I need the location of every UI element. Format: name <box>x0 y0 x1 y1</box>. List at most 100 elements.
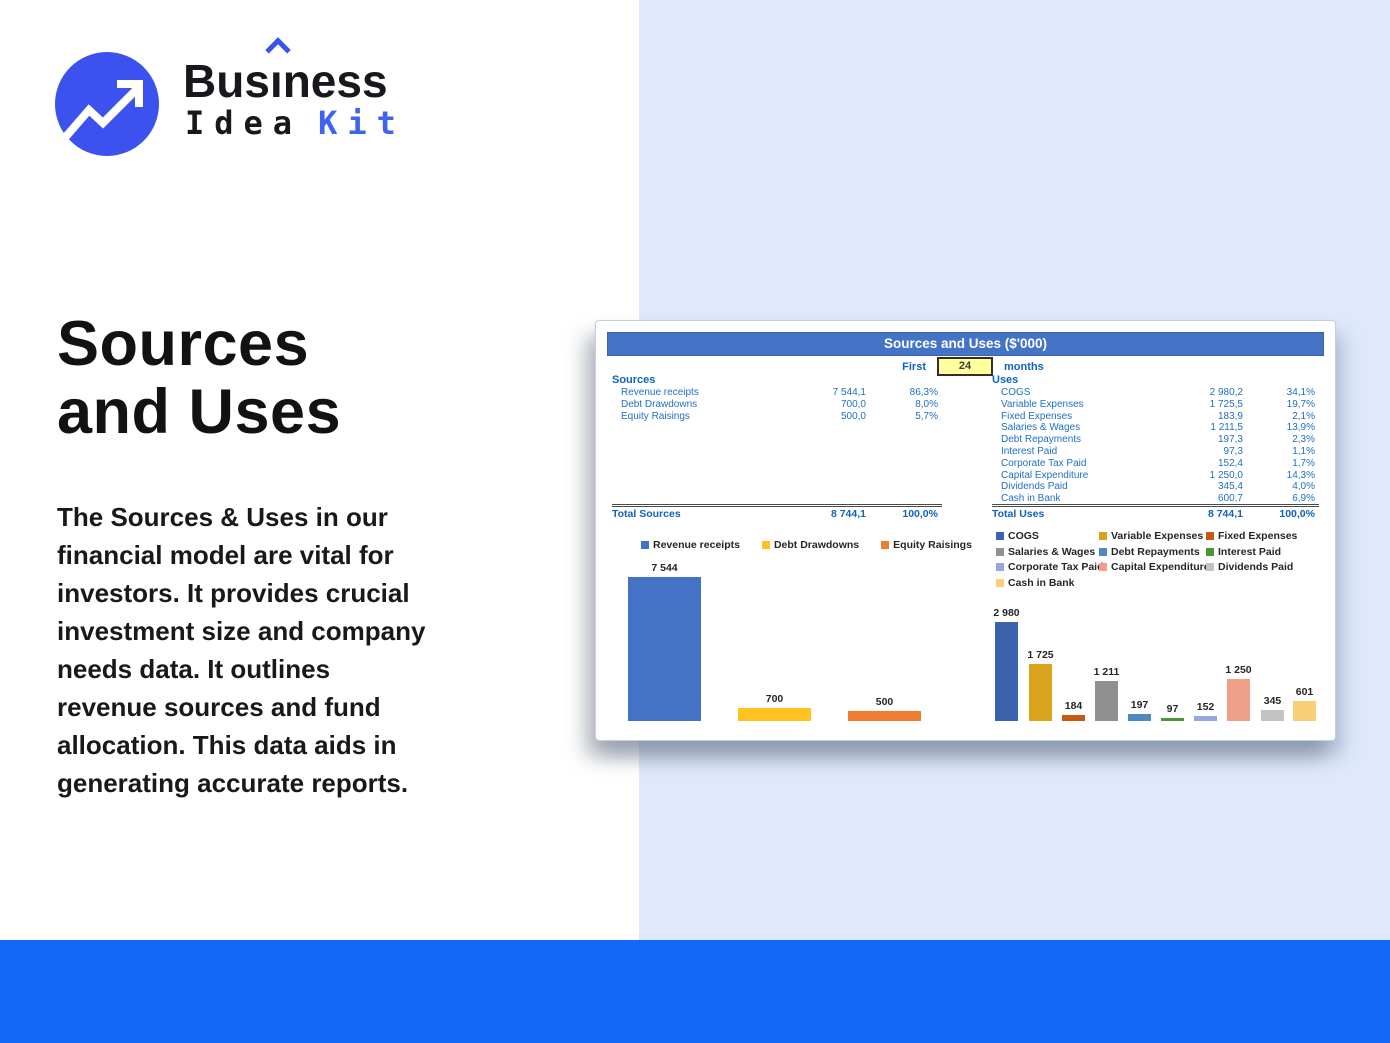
legend-swatch-icon <box>1099 532 1107 540</box>
sources-header: Sources <box>612 374 656 386</box>
row-percent: 2,3% <box>1292 434 1315 446</box>
legend-swatch-icon <box>996 578 1004 587</box>
period-prefix-label: First <box>902 361 926 373</box>
row-value: 345,4 <box>1217 481 1243 493</box>
legend-swatch-icon <box>996 547 1004 556</box>
bar-cogs <box>995 622 1018 721</box>
row-percent: 34,1% <box>1286 387 1315 398</box>
description-line: The Sources & Uses in our <box>57 502 388 532</box>
row-label: Corporate Tax Paid <box>1001 457 1087 469</box>
uses-rows: COGS 2 980,2 34,1% Variable Expenses 1 7… <box>992 387 1319 505</box>
row-value: 197,3 <box>1217 434 1243 446</box>
brand-i: ı <box>265 37 291 108</box>
row-label: Debt Repayments <box>1001 434 1082 446</box>
bar-fixed-expenses <box>1062 715 1085 721</box>
total-value: 8 744,1 <box>1207 508 1243 520</box>
table-row: Fixed Expenses 183,9 2,1% <box>992 411 1319 423</box>
legend-item: Equity Raisings <box>881 539 972 551</box>
row-label: Dividends Paid <box>1001 481 1068 493</box>
table-row: COGS 2 980,2 34,1% <box>992 387 1319 399</box>
legend-swatch-icon <box>996 532 1004 540</box>
bar-dividends-paid <box>1261 710 1284 721</box>
legend-swatch-icon <box>1206 563 1214 571</box>
bar-corporate-tax-paid <box>1194 716 1217 721</box>
row-percent: 13,9% <box>1286 422 1315 434</box>
brand-pre: Bus <box>183 55 270 107</box>
description-line: needs data. It outlines <box>57 654 331 684</box>
legend-label: Debt Repayments <box>1111 545 1200 558</box>
row-label: Salaries & Wages <box>1001 422 1081 434</box>
row-percent: 14,3% <box>1286 469 1315 481</box>
brand-subname: Idea Kit <box>185 104 406 142</box>
bar-value-label: 700 <box>765 693 784 705</box>
description-line: investors. It provides crucial <box>57 578 410 608</box>
row-value: 1 250,0 <box>1209 469 1243 481</box>
total-label: Total Sources <box>612 508 681 520</box>
table-row: Corporate Tax Paid 152,4 1,7% <box>992 458 1319 470</box>
bar-value-label: 197 <box>1130 699 1149 711</box>
legend-swatch-icon <box>996 563 1004 571</box>
legend-label: Capital Expenditure <box>1111 561 1210 573</box>
bar-interest-paid <box>1161 718 1184 721</box>
legend-item: Debt Drawdowns <box>761 539 860 551</box>
row-value: 183,9 <box>1217 410 1243 422</box>
legend-swatch-icon <box>881 541 890 549</box>
legend-label: Variable Expenses <box>1111 530 1204 542</box>
description-line: financial model are vital for <box>57 540 394 570</box>
row-label: Equity Raisings <box>621 410 690 422</box>
description-line: investment size and company <box>57 616 426 646</box>
table-row: Salaries & Wages 1 211,5 13,9% <box>992 422 1319 434</box>
bar-value-label: 601 <box>1295 686 1314 698</box>
legend-label: Debt Drawdowns <box>773 539 860 551</box>
bar-equity-raisings <box>848 711 921 721</box>
bar-cash-in-bank <box>1293 701 1316 721</box>
bar-value-label: 152 <box>1196 701 1215 713</box>
row-label: Debt Drawdowns <box>621 398 698 410</box>
legend-swatch-icon <box>1099 563 1107 571</box>
sources-rows: Revenue receipts 7 544,1 86,3% Debt Draw… <box>612 387 942 422</box>
description-line: allocation. This data aids in <box>57 730 397 760</box>
legend-swatch-icon <box>1099 547 1107 556</box>
total-percent: 100,0% <box>1279 508 1315 520</box>
row-percent: 2,1% <box>1292 410 1315 422</box>
legend-label: Fixed Expenses <box>1218 530 1298 542</box>
row-value: 97,3 <box>1223 445 1243 457</box>
legend-item: Fixed Expenses <box>1206 530 1318 542</box>
bar-debt-drawdowns <box>738 708 811 721</box>
row-value: 1 725,5 <box>1209 398 1243 410</box>
brand-name: Busı ness <box>183 37 388 108</box>
table-row: Variable Expenses 1 725,5 19,7% <box>992 399 1319 411</box>
row-value: 1 211,5 <box>1210 422 1243 434</box>
total-value: 8 744,1 <box>830 508 866 520</box>
spreadsheet-screenshot: Sources and Uses ($'000) First 24 months… <box>595 320 1336 741</box>
legend-swatch-icon <box>1206 547 1214 556</box>
row-label: Variable Expenses <box>1001 398 1084 410</box>
table-row: Debt Drawdowns 700,0 8,0% <box>612 399 942 411</box>
brand-idea: Idea <box>185 104 303 142</box>
row-value: 7 544,1 <box>832 387 866 398</box>
legend-label: COGS <box>1008 530 1039 542</box>
table-row: Equity Raisings 500,0 5,7% <box>612 411 942 423</box>
table-row: Revenue receipts 7 544,1 86,3% <box>612 387 942 399</box>
legend-swatch-icon <box>641 541 649 549</box>
uses-chart-legend: COGS Variable Expenses Fixed Expenses Salar… <box>996 530 1318 589</box>
description-line: generating accurate reports. <box>57 768 409 798</box>
bar-value-label: 97 <box>1166 703 1179 715</box>
sources-chart-legend: Revenue receipts Debt Drawdowns Equity Rai… <box>641 539 972 551</box>
table-row: Cash in Bank 600,7 6,9% <box>992 493 1319 505</box>
legend-item: Salaries & Wages <box>996 546 1099 558</box>
uses-table: Uses COGS 2 980,2 34,1% Variable Expense… <box>992 374 1319 521</box>
bar-value-label: 1 725 <box>1027 649 1054 661</box>
legend-label: Equity Raisings <box>893 539 972 551</box>
page-title: Sources and Uses <box>57 310 341 446</box>
period-input-cell[interactable]: 24 <box>937 357 993 376</box>
legend-item: Dividends Paid <box>1206 561 1318 573</box>
row-value: 500,0 <box>840 410 866 422</box>
sheet-title-bar: Sources and Uses ($'000) <box>607 332 1324 356</box>
row-label: Capital Expenditure <box>1001 469 1089 481</box>
row-percent: 19,7% <box>1286 398 1315 410</box>
legend-item: Interest Paid <box>1206 546 1318 558</box>
bar-value-label: 184 <box>1064 700 1083 712</box>
legend-label: Cash in Bank <box>1008 576 1075 589</box>
bar-debt-repayments <box>1128 714 1151 721</box>
